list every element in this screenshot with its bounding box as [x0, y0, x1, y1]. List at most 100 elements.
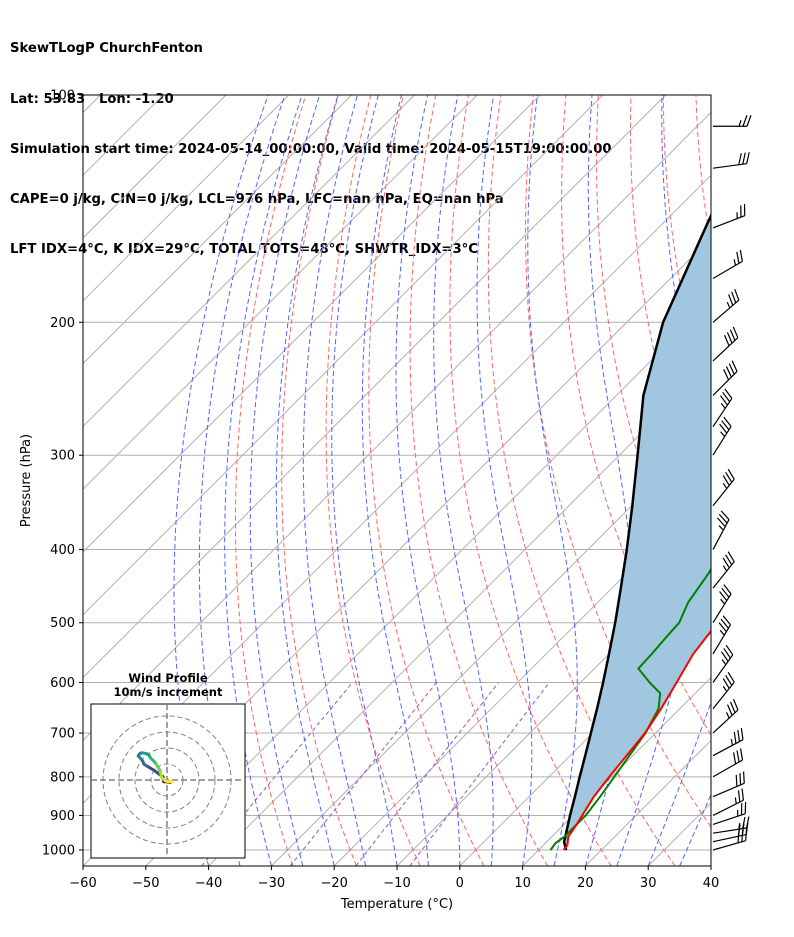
wind-barb	[712, 771, 745, 798]
wind-barb	[712, 152, 750, 169]
y-tick-label: 1000	[42, 844, 75, 859]
barb-feather	[739, 249, 743, 262]
dry-adiabat-line	[761, 95, 794, 866]
barb-staff	[712, 478, 735, 507]
barb-feather	[746, 152, 750, 164]
barb-feather	[724, 388, 733, 399]
barb-staff	[712, 759, 743, 778]
sounding-indices: LFT IDX=4°C, K IDX=29°C, TOTAL TOTS=48°C…	[10, 241, 478, 257]
barb-feather	[725, 644, 734, 656]
wind-barb	[712, 615, 732, 655]
isotherm-line	[83, 95, 666, 679]
x-tick-label: −20	[320, 876, 347, 891]
hodograph-title: Wind Profile	[128, 671, 208, 685]
barb-feather	[735, 774, 738, 787]
moist-adiabat-line	[198, 95, 286, 866]
isotherm-line	[83, 95, 352, 365]
isotherm-line	[396, 551, 711, 866]
barb-half-feather	[722, 685, 728, 692]
barb-feather	[732, 698, 739, 711]
barb-feather	[736, 750, 740, 763]
x-axis-label: Temperature (°C)	[340, 897, 453, 912]
barb-half-feather	[730, 738, 734, 746]
barb-half-feather	[718, 525, 724, 531]
temperature-line	[562, 629, 711, 851]
isotherm-line	[83, 95, 541, 553]
moist-adiabat-line	[647, 700, 711, 866]
barb-feather	[726, 332, 733, 344]
barb-feather	[725, 472, 733, 483]
barb-feather	[727, 671, 735, 683]
barb-feather	[742, 152, 746, 165]
wind-barb	[712, 510, 730, 550]
barb-feather	[732, 752, 737, 765]
isotherm-line	[333, 488, 711, 866]
wind-barb	[712, 801, 747, 826]
barb-half-feather	[719, 629, 725, 636]
barb-staff	[712, 163, 747, 169]
dry-adiabat-line	[728, 95, 794, 866]
barb-feather	[739, 773, 742, 785]
barb-half-feather	[720, 598, 726, 605]
y-tick-label: 200	[50, 316, 75, 331]
barb-feather	[725, 554, 733, 566]
barb-feather	[722, 615, 731, 626]
isotherm-line	[83, 95, 478, 490]
barb-feather	[721, 420, 730, 431]
barb-feather	[723, 334, 730, 347]
moist-adiabat-line	[476, 95, 533, 866]
moist-adiabat-line	[249, 95, 321, 866]
barb-staff	[712, 799, 744, 816]
isotherm-line	[83, 95, 415, 428]
barb-half-feather	[738, 120, 742, 127]
barb-staff	[712, 299, 740, 323]
wind-barb	[712, 748, 744, 778]
x-tick-label: 20	[577, 876, 594, 891]
barb-feather	[718, 622, 727, 633]
barb-staff	[712, 681, 735, 710]
moist-adiabat-line	[331, 95, 398, 866]
barb-staff	[712, 827, 747, 834]
dewpoint-line	[549, 567, 711, 851]
parcel-profile-line	[562, 212, 711, 851]
wind-barb	[712, 416, 732, 456]
barb-feather	[722, 391, 731, 403]
wind-barb	[712, 671, 735, 710]
barb-feather	[737, 729, 741, 742]
barb-feather	[731, 360, 738, 372]
hodograph-clip-group	[91, 704, 245, 858]
x-tick-label: −10	[383, 876, 410, 891]
x-tick-label: −60	[69, 876, 96, 891]
barb-feather	[729, 701, 736, 713]
moist-adiabat-line	[275, 95, 339, 866]
isotherm-line	[83, 95, 101, 114]
barb-feather	[736, 251, 740, 264]
barb-feather	[742, 771, 745, 784]
barb-feather	[720, 510, 730, 520]
barb-feather	[725, 366, 732, 378]
barb-feather	[741, 788, 745, 801]
barb-staff	[712, 215, 745, 229]
y-tick-label: 100	[50, 89, 75, 104]
wind-barb	[712, 288, 740, 323]
moist-adiabat-line	[361, 95, 429, 866]
barb-feather	[720, 395, 728, 406]
wind-barb	[712, 388, 733, 428]
isotherm-line	[271, 425, 711, 866]
isotherm-line	[145, 300, 711, 866]
barb-feather	[720, 651, 729, 662]
dry-adiabat-line	[368, 95, 485, 866]
plot-clip-group	[83, 95, 794, 866]
y-tick-label: 500	[50, 616, 75, 631]
barb-half-feather	[720, 431, 726, 437]
barb-staff	[712, 654, 734, 683]
cin-shaded-area	[563, 215, 711, 850]
x-tick-label: 10	[514, 876, 531, 891]
x-tick-label: 30	[640, 876, 657, 891]
barb-feather	[733, 731, 737, 744]
barb-feather	[722, 475, 730, 486]
barb-feather	[732, 326, 739, 338]
moist-adiabat-line	[527, 95, 578, 866]
x-tick-label: 0	[456, 876, 464, 891]
